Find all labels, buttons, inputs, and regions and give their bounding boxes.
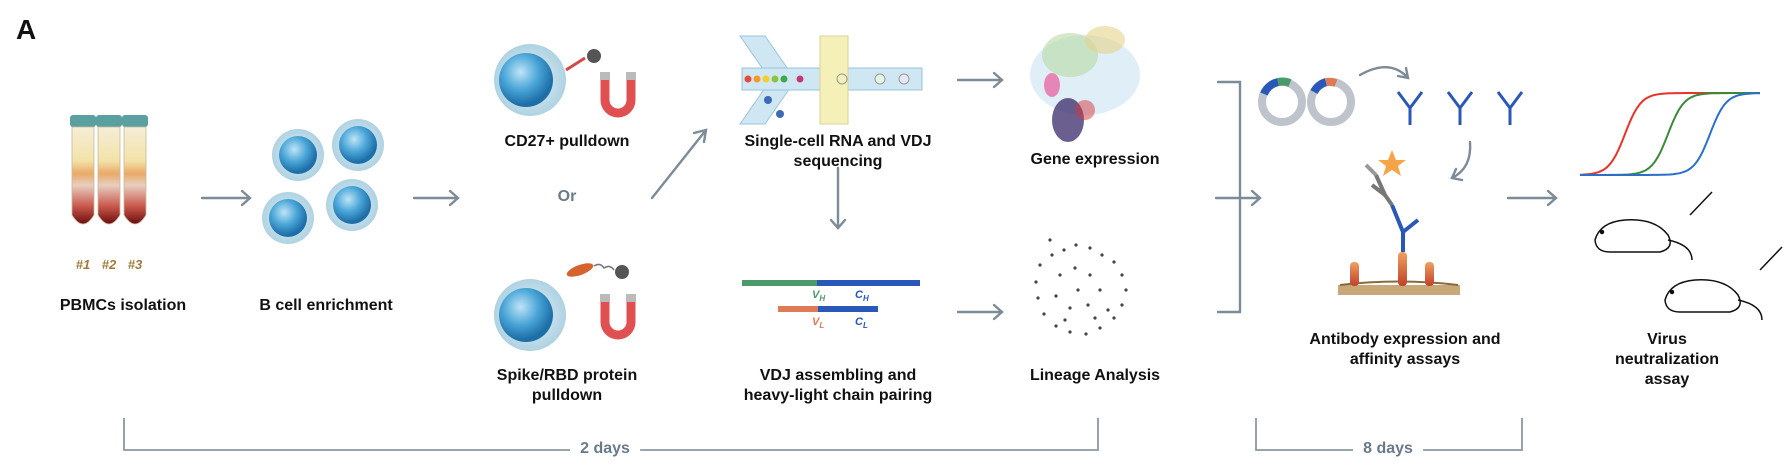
- step-scseq-label: Single-cell RNA and VDJ sequencing: [744, 133, 932, 170]
- ch-segment-label: CH: [855, 289, 869, 304]
- step-spike-label: Spike/RBD protein pulldown: [496, 367, 638, 404]
- gene-expression-scatter: [1030, 26, 1140, 142]
- tube-label-3: #3: [127, 257, 143, 272]
- vdj-chain-bars: [742, 280, 920, 312]
- duration-second-label: 8 days: [1353, 440, 1423, 458]
- cl-segment-label: CL: [855, 316, 868, 331]
- step-cd27-label: CD27+ pulldown: [504, 133, 630, 150]
- tube-label-1: #1: [75, 257, 91, 272]
- or-label: Or: [557, 188, 577, 205]
- lineage-scatter: [1034, 238, 1128, 336]
- neutralization-curves: [1579, 92, 1760, 176]
- blood-tubes-icon: [70, 115, 148, 225]
- panel-label: A: [16, 14, 37, 45]
- step-antibody-label: Antibody expression and affinity assays: [1309, 331, 1501, 368]
- step-gene-label: Gene expression: [1030, 151, 1160, 168]
- tube-label-2: #2: [101, 257, 117, 272]
- step-enrichment-label: B cell enrichment: [259, 297, 393, 314]
- plasmid-icon: [1258, 77, 1355, 126]
- vl-segment-label: VL: [812, 316, 825, 331]
- vh-segment-label: VH: [812, 289, 826, 304]
- duration-first-label: 2 days: [570, 440, 640, 458]
- microfluidic-chip-icon: [739, 35, 923, 125]
- antibody-icons: [1396, 91, 1524, 125]
- duration-brackets: [123, 418, 1523, 451]
- step-vdj-label: VDJ assembling and heavy-light chain pai…: [743, 367, 933, 404]
- b-cells-icon: [262, 119, 384, 244]
- affinity-assay-icon: [1338, 150, 1460, 295]
- flow-arrows: [200, 66, 1558, 321]
- step-virus-label: Virus neutralization assay: [1614, 331, 1719, 388]
- step-lineage-label: Lineage Analysis: [1029, 367, 1161, 384]
- spike-cell-magnet-icon: [494, 263, 636, 351]
- mouse-icons: [1594, 191, 1783, 321]
- cd27-cell-magnet-icon: [494, 44, 636, 118]
- step-pbmc-label: PBMCs isolation: [59, 297, 187, 314]
